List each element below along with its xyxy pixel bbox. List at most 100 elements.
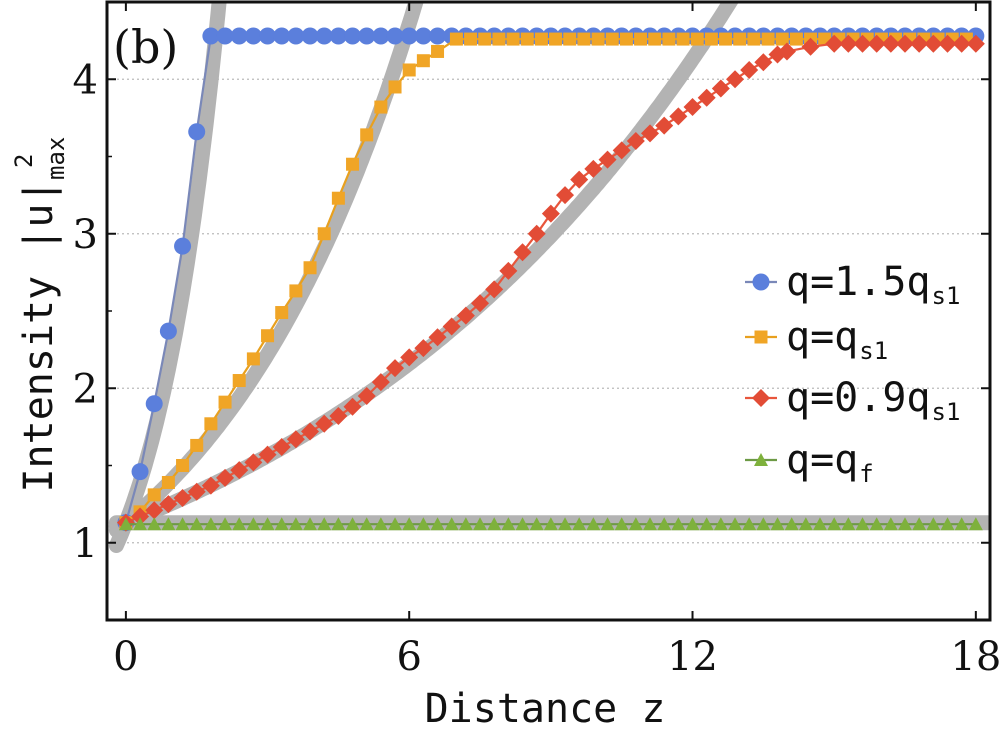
data-point <box>147 517 162 531</box>
y-axis-title-sup: 2 <box>10 154 38 168</box>
x-axis-title: Distance z <box>425 686 666 732</box>
data-point <box>173 488 192 507</box>
data-point <box>655 116 674 135</box>
data-point <box>274 517 289 531</box>
data-point <box>145 395 163 413</box>
data-point <box>145 501 164 520</box>
data-point <box>556 186 575 205</box>
data-point <box>485 280 504 299</box>
data-point <box>643 517 658 531</box>
panel-label: (b) <box>113 20 178 74</box>
data-point <box>662 32 676 46</box>
data-point <box>896 34 915 53</box>
y-tick-label: 3 <box>73 212 98 258</box>
data-point <box>910 34 929 53</box>
y-axis-title: Intensity |u| 2 max <box>10 137 70 493</box>
data-series <box>116 27 985 532</box>
data-point <box>343 397 362 416</box>
data-point <box>669 107 688 126</box>
data-point <box>133 517 148 531</box>
data-point <box>442 317 461 336</box>
series-diamond <box>116 34 985 532</box>
data-point <box>201 476 220 495</box>
data-point <box>563 32 577 46</box>
data-point <box>189 517 204 531</box>
data-point <box>798 517 813 531</box>
data-point <box>159 495 178 514</box>
data-point <box>464 32 478 46</box>
data-point <box>784 517 799 531</box>
legend: q=1.5q s1q=q s1q=0.9q s1q=q f <box>745 259 960 488</box>
data-point <box>431 44 445 58</box>
data-point <box>232 517 247 531</box>
data-point <box>329 27 347 45</box>
data-point <box>358 27 376 45</box>
data-point <box>726 70 745 89</box>
data-point <box>272 437 291 456</box>
data-point <box>230 27 248 45</box>
data-point <box>303 517 318 531</box>
data-point <box>789 32 803 46</box>
data-point <box>549 32 563 46</box>
data-point <box>954 517 969 531</box>
data-point <box>612 141 631 160</box>
data-point <box>690 32 704 46</box>
legend-label: q=q <box>786 314 858 360</box>
data-point <box>346 157 360 171</box>
legend-label-sub: s1 <box>932 282 961 310</box>
data-point <box>458 517 473 531</box>
data-point <box>357 386 376 405</box>
data-point <box>260 517 275 531</box>
data-point <box>697 88 716 107</box>
data-point <box>289 284 303 298</box>
data-point <box>471 294 490 313</box>
y-tick-label: 1 <box>73 521 98 567</box>
data-point <box>373 517 388 531</box>
legend-entry: q=q f <box>745 437 874 488</box>
series-triangle <box>118 517 983 531</box>
data-point <box>839 34 858 53</box>
data-point <box>869 517 884 531</box>
data-point <box>187 482 206 501</box>
data-point <box>246 352 260 366</box>
data-point <box>317 227 331 241</box>
data-point <box>740 60 759 79</box>
data-point <box>570 170 589 189</box>
data-point <box>386 359 405 378</box>
data-point <box>867 34 886 53</box>
data-point <box>515 517 530 531</box>
data-point <box>216 468 235 487</box>
data-point <box>203 517 218 531</box>
data-point <box>938 34 957 53</box>
data-point <box>685 517 700 531</box>
data-point <box>147 488 161 502</box>
y-tick-label: 4 <box>73 57 98 103</box>
data-point <box>287 27 305 45</box>
data-point <box>499 261 518 280</box>
legend-entry: q=q s1 <box>745 314 888 365</box>
data-point <box>825 34 844 53</box>
data-point <box>558 517 573 531</box>
data-point <box>534 32 548 46</box>
data-point <box>634 32 648 46</box>
data-point <box>648 32 662 46</box>
x-tick-label: 6 <box>396 634 421 680</box>
data-point <box>449 32 463 46</box>
data-point <box>176 459 190 472</box>
data-point <box>713 517 728 531</box>
data-point <box>161 475 175 489</box>
data-point <box>728 517 743 531</box>
data-point <box>331 517 346 531</box>
data-point <box>175 517 190 531</box>
legend-entry: q=0.9q s1 <box>745 375 960 426</box>
data-point <box>614 517 629 531</box>
data-point <box>671 517 686 531</box>
data-point <box>230 461 249 480</box>
data-point <box>161 517 176 531</box>
x-tick-label: 0 <box>113 634 138 680</box>
data-point <box>204 417 218 431</box>
legend-marker <box>754 330 768 344</box>
data-point <box>883 517 898 531</box>
